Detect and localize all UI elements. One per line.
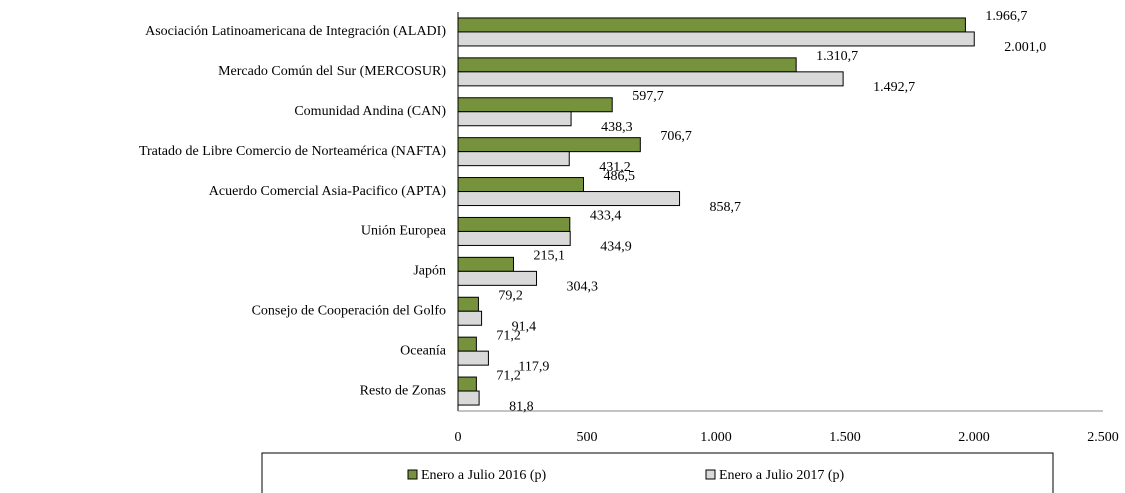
value-label: 215,1 xyxy=(533,249,565,264)
bar xyxy=(457,296,479,312)
bar xyxy=(457,151,570,167)
bar xyxy=(457,111,572,127)
value-label: 117,9 xyxy=(518,359,549,374)
value-label: 438,3 xyxy=(601,120,633,135)
bar xyxy=(457,177,585,193)
bar xyxy=(457,216,571,232)
y-tick-label: Japón xyxy=(413,264,446,279)
y-tick-label: Tratado de Libre Comercio de Norteaméric… xyxy=(139,144,446,159)
value-label: 71,2 xyxy=(496,368,521,383)
legend-box xyxy=(261,452,1054,493)
value-label: 81,8 xyxy=(509,399,533,414)
bar xyxy=(457,137,641,153)
value-label: 431,2 xyxy=(599,160,631,175)
bar xyxy=(457,57,797,73)
legend-label: Enero a Julio 2016 (p) xyxy=(421,468,547,483)
value-label: 2.001,0 xyxy=(1004,40,1046,55)
y-tick-label: Asociación Latinoamericana de Integració… xyxy=(145,24,446,39)
value-label: 706,7 xyxy=(660,129,692,144)
value-label: 486,5 xyxy=(604,169,636,184)
x-tick-label: 2.000 xyxy=(958,430,990,445)
bar xyxy=(457,97,613,113)
bar xyxy=(457,336,477,352)
bar xyxy=(457,350,489,366)
bar xyxy=(457,270,538,286)
value-label: 1.966,7 xyxy=(985,9,1027,24)
value-label: 434,9 xyxy=(600,240,632,255)
bar xyxy=(457,310,483,326)
y-tick-label: Comunidad Andina (CAN) xyxy=(294,104,446,119)
bar xyxy=(457,31,975,47)
bar xyxy=(457,230,571,246)
value-label: 597,7 xyxy=(632,89,664,104)
y-tick-label: Oceanía xyxy=(400,343,447,358)
value-label: 1.492,7 xyxy=(873,80,915,95)
value-label: 91,4 xyxy=(512,319,536,334)
value-label: 71,2 xyxy=(496,328,521,343)
value-label: 79,2 xyxy=(498,288,523,303)
legend-label: Enero a Julio 2017 (p) xyxy=(719,468,845,483)
x-tick-label: 2.500 xyxy=(1087,430,1119,445)
value-label: 304,3 xyxy=(567,280,599,295)
y-tick-label: Resto de Zonas xyxy=(360,383,446,398)
y-tick-label: Mercado Común del Sur (MERCOSUR) xyxy=(218,64,446,79)
x-tick-label: 0 xyxy=(455,430,462,445)
x-tick-label: 500 xyxy=(577,430,598,445)
legend-swatch xyxy=(407,469,418,480)
y-tick-label: Consejo de Cooperación del Golfo xyxy=(252,303,446,318)
value-label: 858,7 xyxy=(710,200,742,215)
bar xyxy=(457,191,681,207)
bar xyxy=(457,71,844,87)
bar xyxy=(457,17,966,33)
y-tick-label: Acuerdo Comercial Asia-Pacifico (APTA) xyxy=(209,184,447,199)
value-label: 433,4 xyxy=(590,209,622,224)
value-label: 1.310,7 xyxy=(816,49,858,64)
legend-swatch xyxy=(705,469,716,480)
bar xyxy=(457,256,514,272)
x-tick-label: 1.000 xyxy=(700,430,732,445)
x-tick-label: 1.500 xyxy=(829,430,861,445)
bar xyxy=(457,390,480,406)
bar xyxy=(457,376,477,392)
y-tick-label: Unión Europea xyxy=(361,224,447,239)
